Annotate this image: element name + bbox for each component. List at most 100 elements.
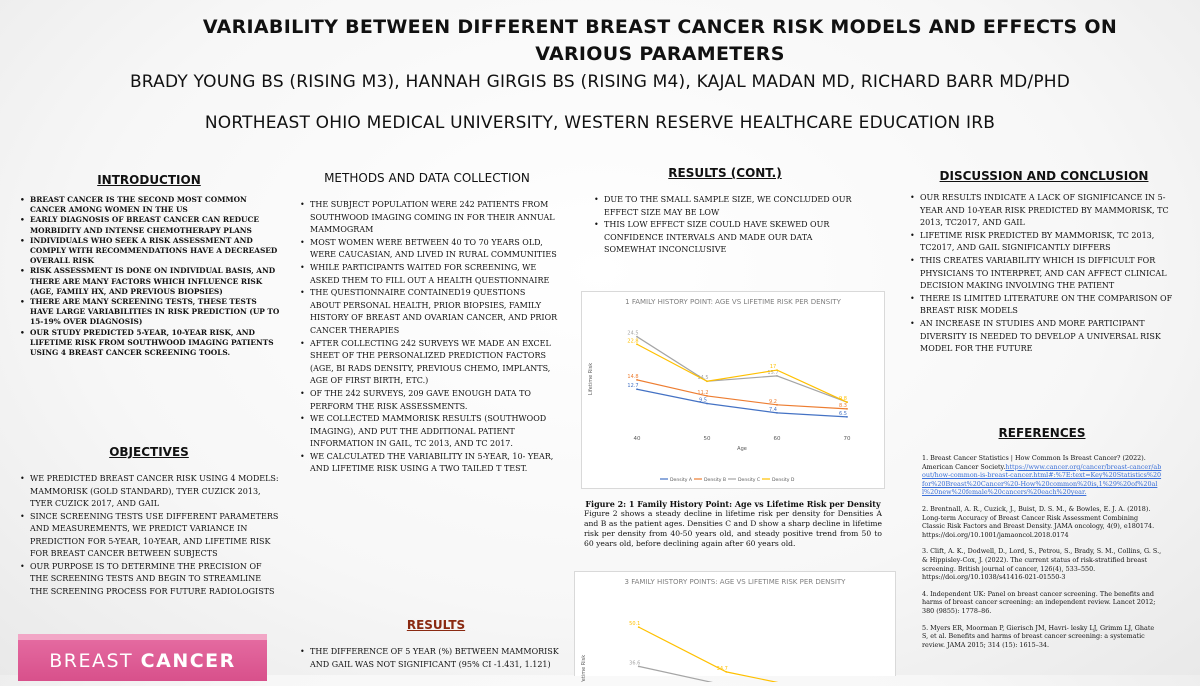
list-item: WE COLLECTED MAMMORISK RESULTS (SOUTHWOO…: [300, 413, 558, 451]
references-section: REFERENCES 1. Breast Cancer Statistics |…: [922, 426, 1162, 657]
reference-item: 3. Clift, A. K., Dodwell, D., Lord, S., …: [922, 547, 1162, 582]
series-line: [636, 336, 848, 403]
figure-2-caption-title: Figure 2: 1 Family History Point: Age vs…: [585, 499, 881, 509]
data-point: [776, 369, 778, 371]
data-label: 9.8: [839, 396, 847, 402]
list-item: WHILE PARTICIPANTS WAITED FOR SCREENING,…: [300, 262, 558, 287]
y-axis-label: Lifetime Risk: [581, 655, 587, 682]
introduction-heading: INTRODUCTION: [97, 173, 201, 187]
data-label: 8.3: [839, 403, 847, 409]
data-label: 9.5: [699, 398, 707, 404]
list-item: INDIVIDUALS WHO SEEK A RISK ASSESSMENT A…: [20, 236, 280, 267]
list-item: OUR PURPOSE IS TO DETERMINE THE PRECISIO…: [20, 561, 280, 599]
data-point: [636, 378, 638, 381]
data-label: 50.1: [629, 621, 640, 627]
discussion-list: OUR RESULTS INDICATE A LACK OF SIGNIFICA…: [906, 192, 1182, 356]
data-label: 22.8: [627, 338, 638, 344]
list-item: THIS LOW EFFECT SIZE COULD HAVE SKEWED O…: [594, 219, 860, 257]
data-label: 7.4: [769, 407, 777, 413]
methods-section: METHODS AND DATA COLLECTION THE SUBJECT …: [296, 171, 558, 476]
chart-title: 3 FAMILY HISTORY POINTS: AGE VS LIFETIME…: [625, 578, 847, 586]
legend-entry: Density B: [704, 477, 726, 483]
series-line: [636, 343, 848, 403]
banner-text: BREAST CANCER: [18, 650, 267, 672]
author-list: BRADY YOUNG BS (RISING M3), HANNAH GIRGI…: [129, 72, 1071, 92]
list-item: SINCE SCREENING TESTS USE DIFFERENT PARA…: [20, 511, 280, 561]
breast-cancer-banner-image: BREAST CANCER: [18, 634, 267, 681]
data-label: 11.2: [697, 390, 708, 396]
list-item: WE PREDICTED BREAST CANCER RISK USING 4 …: [20, 473, 280, 511]
x-tick-label: 40: [634, 436, 641, 442]
figure-2-caption: Figure 2: 1 Family History Point: Age vs…: [584, 499, 882, 549]
reference-1-text: 1. Breast Cancer Statistics | How Common…: [922, 454, 1146, 471]
series-line: [638, 626, 798, 686]
results-list: THE DIFFERENCE OF 5 YEAR (%) BETWEEN MAM…: [296, 646, 576, 671]
results-cont-section: RESULTS (CONT.) DUE TO THE SMALL SAMPLE …: [590, 166, 860, 257]
references-list: 1. Breast Cancer Statistics | How Common…: [922, 454, 1162, 649]
figure-3-chart: 3 FAMILY HISTORY POINTS: AGE VS LIFETIME…: [574, 571, 896, 686]
poster-title: VARIABILITY BETWEEN DIFFERENT BREAST CAN…: [202, 16, 1118, 65]
list-item: OUR STUDY PREDICTED 5-YEAR, 10-YEAR RISK…: [20, 328, 280, 359]
x-tick-label: 60: [774, 436, 781, 442]
list-item: THE SUBJECT POPULATION WERE 242 PATIENTS…: [300, 199, 558, 237]
data-point: [637, 626, 640, 629]
list-item: THE DIFFERENCE OF 5 YEAR (%) BETWEEN MAM…: [300, 646, 576, 671]
data-label: 6.5: [839, 411, 847, 417]
objectives-heading: OBJECTIVES: [109, 445, 189, 459]
data-label: 24.5: [627, 331, 638, 337]
data-label: 15.7: [767, 370, 778, 376]
data-point: [636, 343, 638, 346]
results-cont-list: DUE TO THE SMALL SAMPLE SIZE, WE CONCLUD…: [590, 194, 860, 257]
data-point: [706, 402, 708, 405]
affiliation: NORTHEAST OHIO MEDICAL UNIVERSITY, WESTE…: [204, 113, 996, 133]
list-item: THERE ARE MANY SCREENING TESTS, THESE TE…: [20, 297, 280, 328]
reference-item: 4. Independent UK: Panel on breast cance…: [922, 589, 1156, 615]
data-point: [636, 335, 638, 338]
figure-2-caption-text: Figure 2 shows a steady decline in lifet…: [584, 509, 882, 548]
x-axis-label: Age: [737, 446, 747, 452]
introduction-list: BREAST CANCER IS THE SECOND MOST COMMON …: [18, 195, 280, 358]
list-item: OF THE 242 SURVEYS, 209 GAVE ENOUGH DATA…: [300, 388, 558, 413]
methods-heading: METHODS AND DATA COLLECTION: [324, 171, 530, 185]
discussion-heading: DISCUSSION AND CONCLUSION: [939, 169, 1149, 183]
figure-2-line-chart: 1 FAMILY HISTORY POINT: AGE VS LIFETIME …: [588, 298, 851, 483]
data-label: 14.8: [627, 374, 638, 380]
results-heading: RESULTS: [406, 618, 466, 632]
figure-3-line-chart: 3 FAMILY HISTORY POINTS: AGE VS LIFETIME…: [581, 578, 847, 686]
data-point: [846, 401, 848, 404]
list-item: THIS CREATES VARIABILITY WHICH IS DIFFIC…: [910, 255, 1182, 293]
list-item: THE QUESTIONNAIRE CONTAINED19 QUESTIONS …: [300, 287, 558, 337]
data-point: [706, 395, 708, 397]
reference-item: 2. Brentnall, A. R., Cuzick, J., Buist, …: [922, 504, 1155, 539]
methods-list: THE SUBJECT POPULATION WERE 242 PATIENTS…: [296, 199, 558, 476]
reference-item: 1. Breast Cancer Statistics | How Common…: [922, 454, 1162, 497]
data-point: [706, 380, 708, 383]
data-point: [846, 407, 848, 410]
data-label: 12.7: [627, 383, 638, 389]
data-point: [776, 403, 778, 406]
results-cont-heading: RESULTS (CONT.): [668, 166, 782, 180]
banner-text-b: CANCER: [140, 650, 236, 672]
list-item: EARLY DIAGNOSIS OF BREAST CANCER CAN RED…: [20, 215, 280, 235]
chart-title: 1 FAMILY HISTORY POINT: AGE VS LIFETIME …: [625, 298, 841, 306]
series-line: [636, 388, 848, 418]
reference-1-link[interactable]: https://www.cancer.org/cancer/breast-can…: [922, 462, 1162, 497]
list-item: AFTER COLLECTING 242 SURVEYS WE MADE AN …: [300, 338, 558, 388]
list-item: WE CALCULATED THE VARIABILITY IN 5-YEAR,…: [300, 451, 558, 476]
x-tick-label: 50: [704, 436, 711, 442]
y-axis-label: Lifetime Risk: [588, 363, 594, 395]
x-tick-label: 70: [844, 436, 851, 442]
results-section: RESULTS THE DIFFERENCE OF 5 YEAR (%) BET…: [296, 618, 576, 671]
legend-entry: Density A: [670, 477, 693, 483]
data-point: [846, 415, 848, 418]
list-item: OUR RESULTS INDICATE A LACK OF SIGNIFICA…: [910, 192, 1182, 230]
data-point: [637, 665, 640, 668]
references-heading: REFERENCES: [998, 426, 1086, 440]
list-item: DUE TO THE SMALL SAMPLE SIZE, WE CONCLUD…: [594, 194, 860, 219]
data-label: 36.6: [629, 660, 640, 666]
legend-entry: Density D: [772, 477, 795, 483]
data-point: [636, 388, 638, 391]
list-item: THERE IS LIMITED LITERATURE ON THE COMPA…: [910, 293, 1182, 318]
figure-2-chart: 1 FAMILY HISTORY POINT: AGE VS LIFETIME …: [581, 291, 885, 489]
legend-entry: Density C: [738, 477, 760, 483]
